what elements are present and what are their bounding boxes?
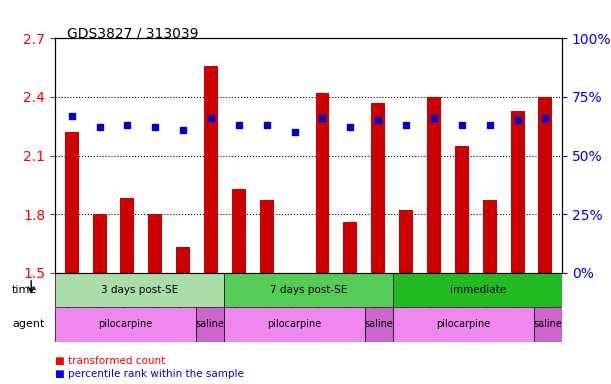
FancyBboxPatch shape <box>196 307 224 342</box>
Bar <box>232 189 246 273</box>
Bar <box>371 103 385 273</box>
FancyBboxPatch shape <box>55 307 196 342</box>
Bar <box>120 199 134 273</box>
Text: saline: saline <box>365 319 393 329</box>
FancyBboxPatch shape <box>224 273 393 307</box>
Bar <box>65 132 79 273</box>
Text: saline: saline <box>196 319 224 329</box>
Text: ■ transformed count: ■ transformed count <box>55 356 165 366</box>
Text: 3 days post-SE: 3 days post-SE <box>101 285 178 295</box>
FancyBboxPatch shape <box>393 307 534 342</box>
FancyBboxPatch shape <box>534 307 562 342</box>
Bar <box>483 200 497 273</box>
Text: immediate: immediate <box>450 285 506 295</box>
Bar <box>538 97 552 273</box>
Bar <box>399 210 413 273</box>
Text: agent: agent <box>12 319 45 329</box>
Bar <box>148 214 163 273</box>
Bar <box>204 66 218 273</box>
Bar <box>93 214 106 273</box>
Bar <box>343 222 357 273</box>
FancyBboxPatch shape <box>393 273 562 307</box>
Bar <box>455 146 469 273</box>
Bar <box>176 247 190 273</box>
Text: saline: saline <box>533 319 563 329</box>
Bar <box>511 111 524 273</box>
Text: pilocarpine: pilocarpine <box>436 319 491 329</box>
FancyBboxPatch shape <box>55 273 224 307</box>
Text: time: time <box>12 285 37 295</box>
Text: ■ percentile rank within the sample: ■ percentile rank within the sample <box>55 369 244 379</box>
Bar <box>260 200 274 273</box>
Text: 7 days post-SE: 7 days post-SE <box>270 285 347 295</box>
FancyBboxPatch shape <box>365 307 393 342</box>
Text: pilocarpine: pilocarpine <box>98 319 153 329</box>
Bar <box>427 97 441 273</box>
FancyBboxPatch shape <box>224 307 365 342</box>
Text: GDS3827 / 313039: GDS3827 / 313039 <box>67 27 199 41</box>
Bar <box>315 93 329 273</box>
Text: pilocarpine: pilocarpine <box>268 319 321 329</box>
